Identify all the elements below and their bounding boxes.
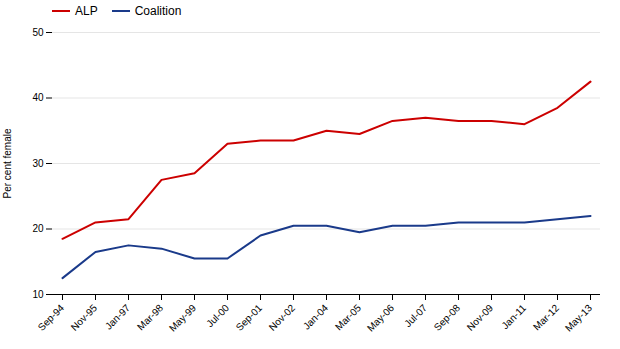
svg-text:Nov-09: Nov-09 [465, 302, 496, 333]
svg-text:50: 50 [32, 27, 44, 38]
svg-text:May-13: May-13 [563, 302, 595, 334]
svg-text:Sep-01: Sep-01 [234, 302, 265, 333]
svg-text:Nov-02: Nov-02 [267, 302, 298, 333]
svg-text:Mar-05: Mar-05 [333, 302, 363, 332]
svg-text:Jan-04: Jan-04 [301, 302, 331, 332]
svg-text:May-99: May-99 [167, 302, 199, 334]
svg-text:Mar-98: Mar-98 [135, 302, 165, 332]
svg-text:40: 40 [32, 92, 44, 103]
svg-text:30: 30 [32, 158, 44, 169]
svg-text:May-06: May-06 [365, 302, 397, 334]
svg-text:Sep-08: Sep-08 [432, 302, 463, 333]
html-text:Coalition: Coalition [134, 4, 182, 18]
html-text:ALP: ALP [75, 4, 98, 18]
svg-text:Jan-97: Jan-97 [103, 302, 133, 332]
svg-text:20: 20 [32, 223, 44, 234]
svg-text:Jul-00: Jul-00 [204, 302, 231, 329]
svg-text:10: 10 [32, 289, 44, 300]
svg-text:Jan-11: Jan-11 [499, 302, 528, 331]
svg-text:Per cent female: Per cent female [2, 128, 13, 198]
svg-text:Nov-95: Nov-95 [69, 302, 100, 333]
svg-text:Jul-07: Jul-07 [402, 302, 429, 329]
svg-text:Mar-12: Mar-12 [531, 302, 561, 332]
svg-text:Sep-94: Sep-94 [36, 302, 67, 333]
